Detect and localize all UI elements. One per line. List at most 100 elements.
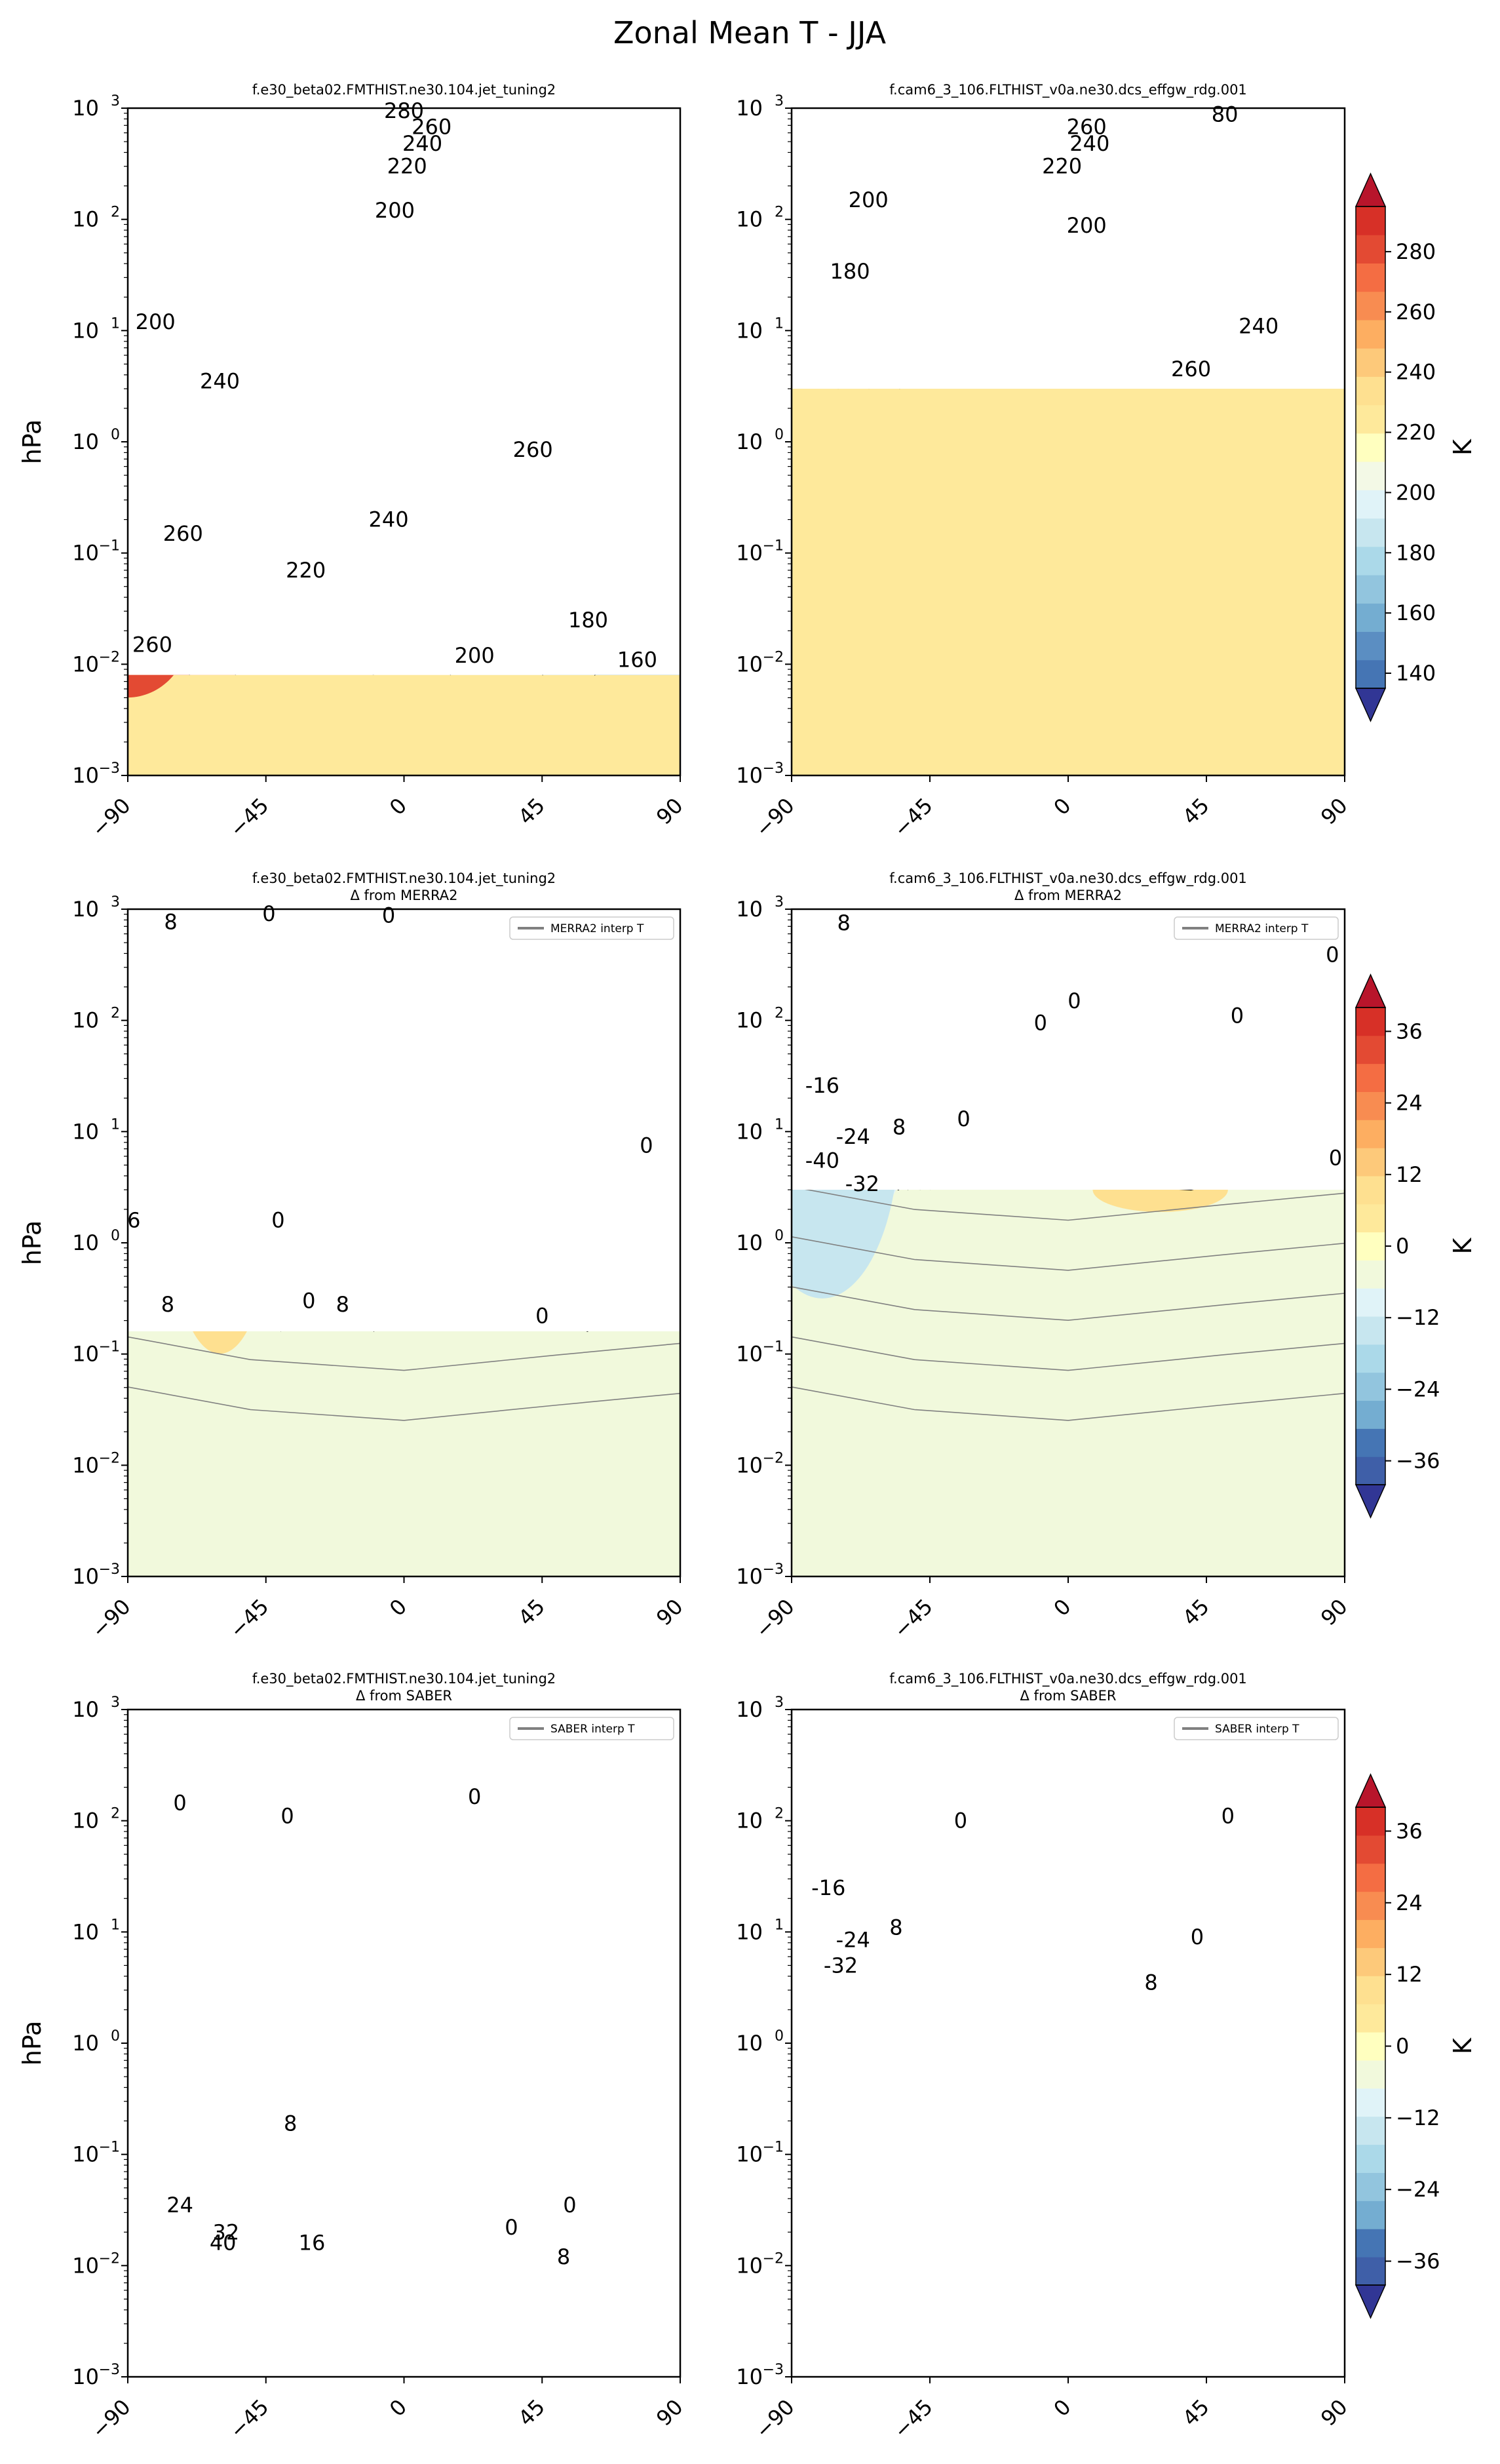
colorbar-segment	[1356, 319, 1385, 349]
y-tick-exponent: −3	[763, 760, 784, 777]
contour-label: 200	[375, 198, 415, 223]
contour-label: 8	[284, 2111, 297, 2136]
colorbar-segment	[1356, 546, 1385, 576]
contour-label: 40	[210, 2231, 237, 2256]
colorbar-segment	[1356, 1891, 1385, 1921]
y-tick-exponent: 0	[111, 427, 120, 443]
reference-contour	[792, 1286, 1345, 1321]
y-tick-label: 10	[72, 897, 99, 922]
contour-label: 8	[889, 1915, 902, 1940]
y-tick-exponent: 3	[775, 1694, 784, 1711]
colorbar-segment	[1356, 1148, 1385, 1177]
colorbar-segment	[1356, 2229, 1385, 2258]
colorbar-tick-label: 0	[1396, 2034, 1409, 2059]
y-tick-label: 10	[72, 2031, 99, 2056]
y-tick-label: 10	[72, 429, 99, 454]
colorbar-segment	[1356, 490, 1385, 519]
contour-label: 0	[173, 1790, 186, 1815]
panel-title: f.cam6_3_106.FLTHIST_v0a.ne30.dcs_effgw_…	[889, 1671, 1247, 1687]
y-tick-label: 10	[736, 763, 763, 788]
contour-label: 260	[163, 521, 203, 546]
colorbar-segment	[1356, 518, 1385, 547]
y-tick-label: 10	[72, 1919, 99, 1944]
legend: MERRA2 interp T	[509, 916, 674, 940]
contour-label: 240	[1069, 131, 1109, 156]
colorbar-segment	[1356, 1947, 1385, 1976]
y-tick-exponent: 1	[111, 1116, 120, 1133]
contour-label: 8	[336, 1292, 349, 1317]
colorbar-frame	[1355, 206, 1386, 689]
colorbar-tick-label: 280	[1396, 239, 1436, 264]
y-tick-exponent: −3	[763, 1561, 784, 1578]
contour-label: 8	[837, 910, 851, 935]
contour-label: 200	[1067, 213, 1107, 238]
colorbar-tick-label: 260	[1396, 300, 1436, 324]
contour-label: 32	[213, 2220, 240, 2244]
y-tick-label: 10	[72, 1119, 99, 1144]
contour-labels: 2602602202402002601801602402002002202402…	[132, 98, 657, 673]
colorbar-segment	[1356, 1457, 1385, 1485]
colorbar-segment	[1356, 2172, 1385, 2201]
colorbar-tick-label: 12	[1396, 1962, 1423, 1987]
colorbar-segment	[1356, 2088, 1385, 2117]
y-tick-exponent: 0	[775, 1228, 784, 1244]
y-tick-exponent: 0	[111, 2028, 120, 2044]
y-tick-label: 10	[72, 1809, 99, 1833]
contour-label: 240	[369, 507, 409, 532]
contour-label: -16	[805, 1073, 839, 1098]
colorbar-segment	[1356, 1232, 1385, 1261]
y-tick-label: 10	[736, 429, 763, 454]
panel-subtitle: Δ from SABER	[356, 1688, 452, 1704]
contour-label: 0	[535, 1304, 548, 1329]
colorbar-tick-label: 200	[1396, 480, 1436, 505]
colorbar-cb_d1: −36 −24 −12 0 12 24 36 K	[1355, 973, 1477, 1519]
cold-bias	[792, 1190, 894, 1299]
contour-label: 0	[1191, 1925, 1204, 1949]
reference-contour	[792, 1236, 1345, 1271]
colorbar-tick-label: 140	[1396, 661, 1436, 686]
temperature-field	[128, 675, 680, 775]
reference-contour	[128, 1386, 680, 1421]
contour-label: 0	[280, 1804, 294, 1829]
contour-label: 0	[262, 901, 275, 926]
y-tick-exponent: −2	[99, 649, 120, 665]
colorbar-segment	[1356, 263, 1385, 292]
colorbar-segment	[1356, 575, 1385, 604]
reference-contour	[805, 1190, 1345, 1221]
y-tick-exponent: −3	[99, 2362, 120, 2378]
y-tick-exponent: −2	[763, 2250, 784, 2267]
y-axis-label: hPa	[18, 420, 47, 465]
y-tick-label: 10	[736, 1119, 763, 1144]
colorbar-segment	[1356, 1344, 1385, 1373]
colorbar-segment	[1356, 1372, 1385, 1401]
contour-label: 0	[302, 1289, 315, 1314]
legend: SABER interp T	[509, 1717, 674, 1740]
reference-contour	[128, 1336, 680, 1371]
contour-label: 200	[455, 643, 495, 668]
contour-label: 24	[166, 2193, 193, 2218]
y-axis-label: hPa	[18, 1221, 47, 1266]
contour-label: 0	[1221, 1804, 1235, 1829]
y-tick-exponent: 1	[775, 1116, 784, 1133]
colorbars: 140160180200220240260280K−36−24−12012243…	[1355, 172, 1477, 2319]
legend-label: MERRA2 interp T	[550, 922, 644, 935]
contour-label: 0	[1231, 1004, 1244, 1028]
reference-contour	[792, 1336, 1345, 1371]
contour-label: 0	[505, 2215, 518, 2240]
y-tick-exponent: 3	[111, 93, 120, 109]
colorbar-cb_abs: 140 160 180 200 220 240 260 280 K	[1355, 172, 1477, 722]
panel-title: f.cam6_3_106.FLTHIST_v0a.ne30.dcs_effgw_…	[889, 82, 1247, 98]
y-tick-exponent: −3	[99, 760, 120, 777]
contour-label: 16	[299, 2231, 326, 2256]
y-tick-label: 10	[736, 652, 763, 676]
figure-title: Zonal Mean T - JJA	[613, 15, 887, 50]
y-tick-label: 10	[736, 1230, 763, 1255]
contour-label: 220	[1042, 154, 1082, 179]
contour-label: 220	[387, 154, 427, 179]
y-tick-exponent: −3	[99, 1561, 120, 1578]
y-tick-exponent: 3	[775, 93, 784, 109]
colorbar-tick-label: 36	[1396, 1818, 1423, 1843]
